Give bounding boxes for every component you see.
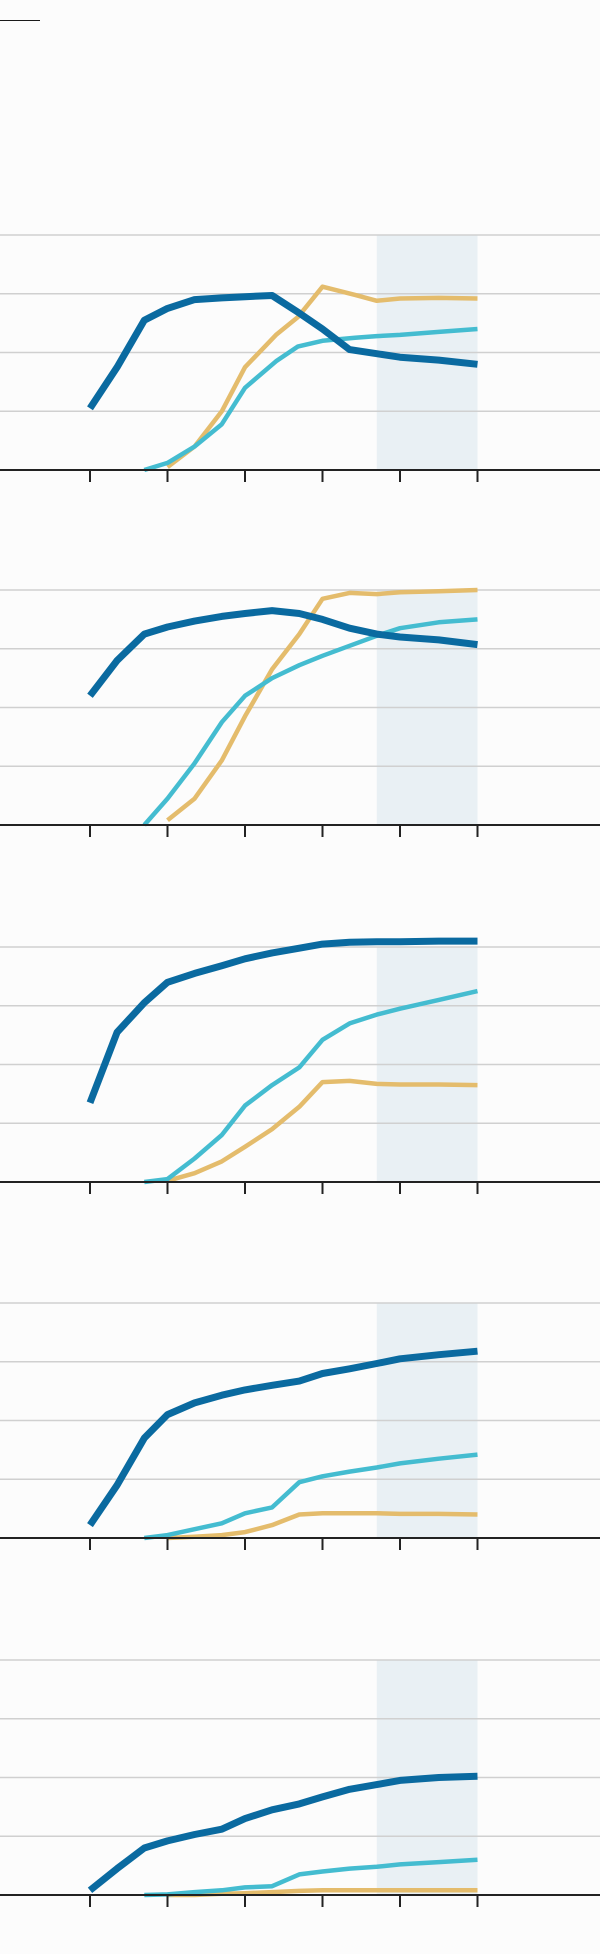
header-rule	[0, 20, 40, 21]
series-line-light	[144, 1452, 478, 1541]
series-line-gold	[166, 284, 478, 469]
series-line-light	[144, 988, 478, 1185]
series-line-dark	[87, 1772, 478, 1894]
series-line-gold	[167, 1511, 478, 1541]
series-line-light	[144, 1857, 478, 1898]
series-line-dark	[87, 1347, 478, 1528]
chart-panel-5	[0, 1659, 600, 1907]
series-line-dark	[86, 937, 478, 1104]
series-line-light	[143, 326, 478, 473]
chart-panel-4	[0, 1302, 600, 1550]
chart-panel-3	[0, 937, 600, 1194]
chart-panel-2	[0, 587, 600, 837]
series-line-gold	[166, 1078, 478, 1183]
series-line-dark	[87, 607, 478, 698]
series-line-dark	[87, 292, 478, 411]
chart-panel-1	[0, 234, 600, 482]
series-line-light	[142, 617, 478, 827]
